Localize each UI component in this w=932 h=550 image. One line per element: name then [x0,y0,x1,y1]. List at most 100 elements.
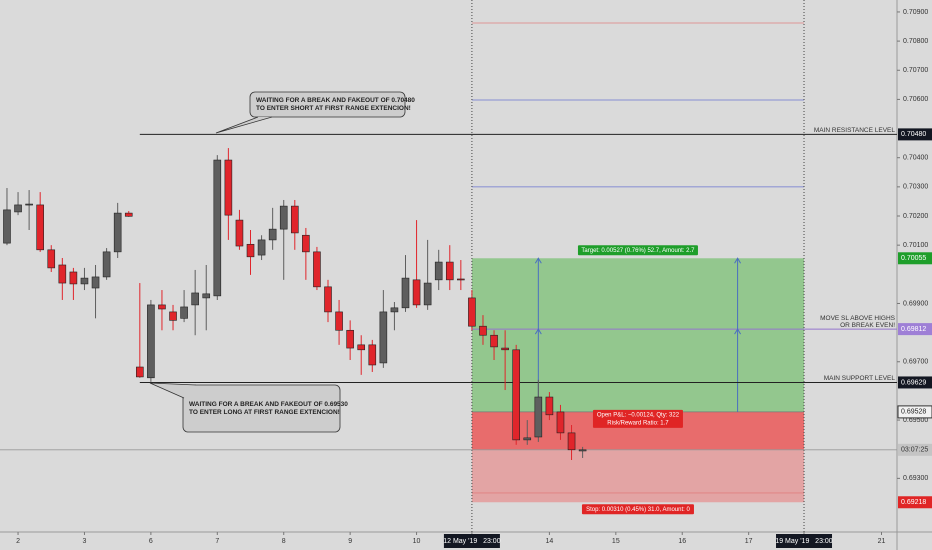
candle-body [213,159,222,297]
candle-body [279,205,288,230]
candle-body [412,279,421,306]
candle-body [80,277,89,285]
candle-body [401,277,410,309]
y-tick-label: 0.70800 [903,38,928,45]
candle-body [25,203,33,206]
candle-body [257,239,266,256]
candle-body [445,261,454,281]
y-tick-label: 0.69300 [903,475,928,482]
candle-body [379,311,388,364]
target-text-bg [577,245,698,256]
candle-body [202,293,211,299]
candle-body [180,306,188,319]
candle-body [169,311,177,321]
y-tick-label: 0.70700 [903,67,928,74]
y-tick-label: 0.70200 [903,213,928,220]
pnl-text: Open P&L: −0.00124, Qty: 322 [597,412,680,418]
candle-body [335,311,343,331]
callout-box [249,91,406,118]
x-tick-label: 14 [546,538,554,545]
candle-body [14,204,22,213]
arrow-head [534,328,542,335]
candle-body [324,286,332,313]
candle-body [512,349,520,441]
level-name: MAIN RESISTANCE LEVEL [814,127,896,134]
candle-body [490,334,498,348]
candle-body [534,396,543,438]
price-label-bg [898,252,932,265]
x-tick-label: 12 May '19 23:00 [443,538,500,545]
candle-body [479,325,487,336]
callout-text: TO ENTER LONG AT FIRST RANGE EXTENCION! [189,409,340,416]
candle-body [434,261,443,281]
x-tick-label: 8 [282,538,286,545]
callout-text: TO ENTER SHORT AT FIRST RANGE EXTENCION! [256,105,411,112]
price-label: 0.69629 [901,379,926,386]
price-label-bg [898,128,932,141]
candle-body [47,249,56,269]
candle-body [357,344,366,351]
candle-body [124,212,133,217]
x-label-bg [776,534,833,548]
y-tick-label: 0.70300 [903,184,928,191]
target-zone [471,258,805,412]
candle-body [102,251,111,278]
price-label: 0.69218 [901,499,926,506]
y-tick-label: 0.70900 [903,9,928,16]
pnl-text-bg [592,409,683,428]
x-label-bg [443,534,500,548]
candle-body [346,329,354,349]
candle-body [36,204,44,251]
level-name: MAIN SUPPORT LEVEL [824,375,896,382]
candle-body [91,276,100,289]
candle-body [302,234,310,253]
candle-body [545,396,554,416]
candle-body [390,307,399,313]
y-tick-label: 0.70400 [903,155,928,162]
candle-body [501,347,509,351]
y-tick-label: 0.70600 [903,96,928,103]
candle-body [191,292,199,306]
candle-body [224,159,233,216]
candle-body [423,282,432,306]
y-tick-label: 0.70100 [903,242,928,249]
x-tick-label: 2 [16,538,20,545]
candle-body [468,297,476,327]
candle-body [556,411,565,434]
y-tick-label: 0.69500 [903,417,928,424]
callout-pointer [215,116,273,134]
candle-body [147,304,155,379]
callout-text: WAITING FOR A BREAK AND FAKEOUT OF 0.695… [189,401,348,408]
price-label-bg [898,376,932,389]
stop-move-note: MOVE SL ABOVE HIGHS [820,315,896,322]
x-tick-label: 19 May '19 23:00 [775,538,832,545]
candle-body [523,437,532,441]
countdown: 03:07:25 [901,447,928,454]
x-tick-label: 6 [149,538,153,545]
stop-move-note: OR BREAK EVEN! [840,322,895,329]
x-tick-label: 15 [612,538,620,545]
price-label: 0.70480 [901,131,926,138]
x-tick-label: 17 [745,538,753,545]
arrow-head [734,257,742,264]
candle-body [246,243,255,258]
candle-body [578,449,587,452]
candle-body [158,304,166,310]
candle-body [457,278,465,281]
price-label: 0.69812 [901,326,926,333]
candle-body [136,366,144,378]
stop-text: Stop: 0.00310 (0.45%) 31.0, Amount: 0 [586,507,690,513]
y-tick-label: 0.69700 [903,359,928,366]
candle-body [313,251,321,288]
price-label-bg [898,496,932,509]
callout-pointer [149,382,197,399]
price-label: 0.69528 [901,409,926,416]
x-tick-label: 10 [413,538,421,545]
arrow-head [534,257,542,264]
stop-text-bg [581,504,694,515]
candle-body [268,228,277,241]
candle-body [290,205,299,234]
target-text: Target: 0.00527 (0.76%) 52.7, Amount: 2.… [581,248,695,254]
candle-body [567,432,576,451]
